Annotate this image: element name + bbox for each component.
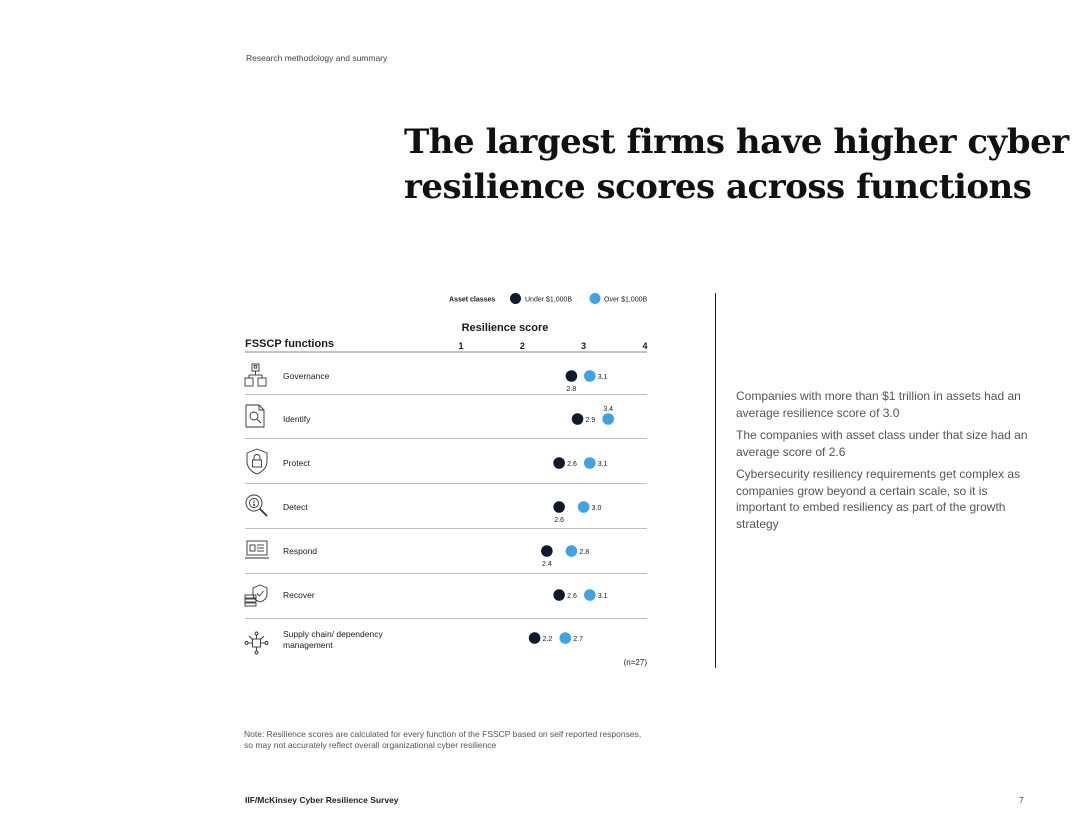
legend-entry-over: Over $1,000B: [604, 297, 648, 304]
data-label: 2.9: [586, 417, 596, 424]
row-label: Detect: [283, 502, 308, 512]
legend-entry-under: Under $1,000B: [525, 297, 572, 304]
x-tick-label: 1: [458, 341, 463, 351]
magnifier-alert-icon: [245, 494, 268, 517]
data-label: 2.8: [567, 386, 577, 393]
row-label: Protect: [283, 458, 311, 468]
shield-lock-icon: [246, 448, 268, 475]
dot-under-identify: [571, 413, 584, 425]
chart-row: Governance 2.8 3.1: [283, 370, 608, 393]
page-number: 7: [1019, 795, 1024, 805]
data-label: 2.2: [543, 636, 553, 643]
title-line-1: The largest firms have higher cyber: [404, 122, 1069, 162]
summary-paragraph-2: The companies with asset class under tha…: [736, 428, 1028, 459]
data-label: 3.4: [603, 406, 613, 413]
sample-note: (n=27): [624, 658, 648, 667]
axis-title: Resilience score: [462, 322, 549, 334]
database-shield-icon: [244, 584, 268, 607]
dot-under-respond: [541, 545, 553, 557]
data-label: 3.1: [598, 461, 608, 468]
footnote-line-2: so may not accurately reflect overall or…: [244, 740, 497, 750]
dot-over-supply-chain: [559, 632, 572, 644]
row-header: FSSCP functions: [245, 338, 334, 350]
dot-over-identify: [602, 413, 614, 425]
legend-swatch-over: [589, 293, 601, 304]
chart-row: Respond 2.4 2.8: [283, 545, 589, 568]
page-title: The largest firms have higher cyber resi…: [404, 120, 1069, 210]
row-label: Identify: [283, 414, 311, 424]
footer-source: IIF/McKinsey Cyber Resilience Survey: [245, 795, 399, 805]
dot-under-supply-chain: [528, 632, 541, 644]
vertical-divider: [715, 293, 716, 668]
document-search-icon: [245, 404, 265, 428]
chart-row: Identify 2.9 3.4: [283, 406, 614, 425]
data-label: 2.6: [567, 461, 577, 468]
legend-swatch-under: [510, 293, 521, 304]
summary-paragraph-1: Companies with more than $1 trillion in …: [736, 389, 1021, 420]
legend-label: Asset classes: [449, 297, 495, 304]
row-label: Supply chain/ dependency: [283, 629, 383, 639]
dot-over-detect: [577, 501, 590, 513]
data-label: 2.8: [579, 549, 589, 556]
footnote-line-1: Note: Resilience scores are calculated f…: [244, 729, 642, 739]
row-label: management: [283, 640, 333, 650]
summary-paragraph-3: Cybersecurity resiliency requirements ge…: [736, 467, 1021, 531]
x-tick-label: 2: [520, 341, 525, 351]
row-label: Recover: [283, 590, 315, 600]
row-label: Respond: [283, 546, 317, 556]
chart-row: Recover 2.6 3.1: [283, 589, 608, 601]
dot-under-governance: [565, 370, 578, 382]
title-line-2: resilience scores across functions: [404, 167, 1032, 207]
data-label: 2.6: [554, 517, 564, 524]
data-label: 2.6: [567, 593, 577, 600]
summary-text: Companies with more than $1 trillion in …: [736, 388, 1036, 538]
dot-over-protect: [584, 457, 596, 469]
data-label: 2.7: [573, 636, 583, 643]
dot-under-recover: [553, 589, 565, 601]
network-node-icon: [244, 631, 269, 655]
dot-over-governance: [584, 370, 596, 382]
footnote: Note: Resilience scores are calculated f…: [244, 729, 684, 751]
dot-over-recover: [584, 589, 596, 601]
laptop-checklist-icon: [245, 540, 269, 559]
x-tick-label: 3: [581, 341, 586, 351]
data-label: 3.1: [598, 374, 608, 381]
dot-plot-chart: Asset classes Under $1,000B Over $1,000B…: [244, 293, 648, 667]
data-label: 3.0: [592, 505, 602, 512]
section-label: Research methodology and summary: [246, 53, 388, 63]
dot-under-protect: [553, 457, 565, 469]
org-chart-icon: [244, 363, 267, 387]
dot-over-respond: [565, 545, 578, 557]
row-label: Governance: [283, 371, 330, 381]
dot-under-detect: [553, 501, 565, 513]
x-tick-label: 4: [642, 341, 647, 351]
data-label: 3.1: [598, 593, 608, 600]
chart-row: Detect 2.6 3.0: [283, 501, 602, 524]
chart-row: Protect 2.6 3.1: [283, 457, 608, 469]
data-label: 2.4: [542, 561, 552, 568]
